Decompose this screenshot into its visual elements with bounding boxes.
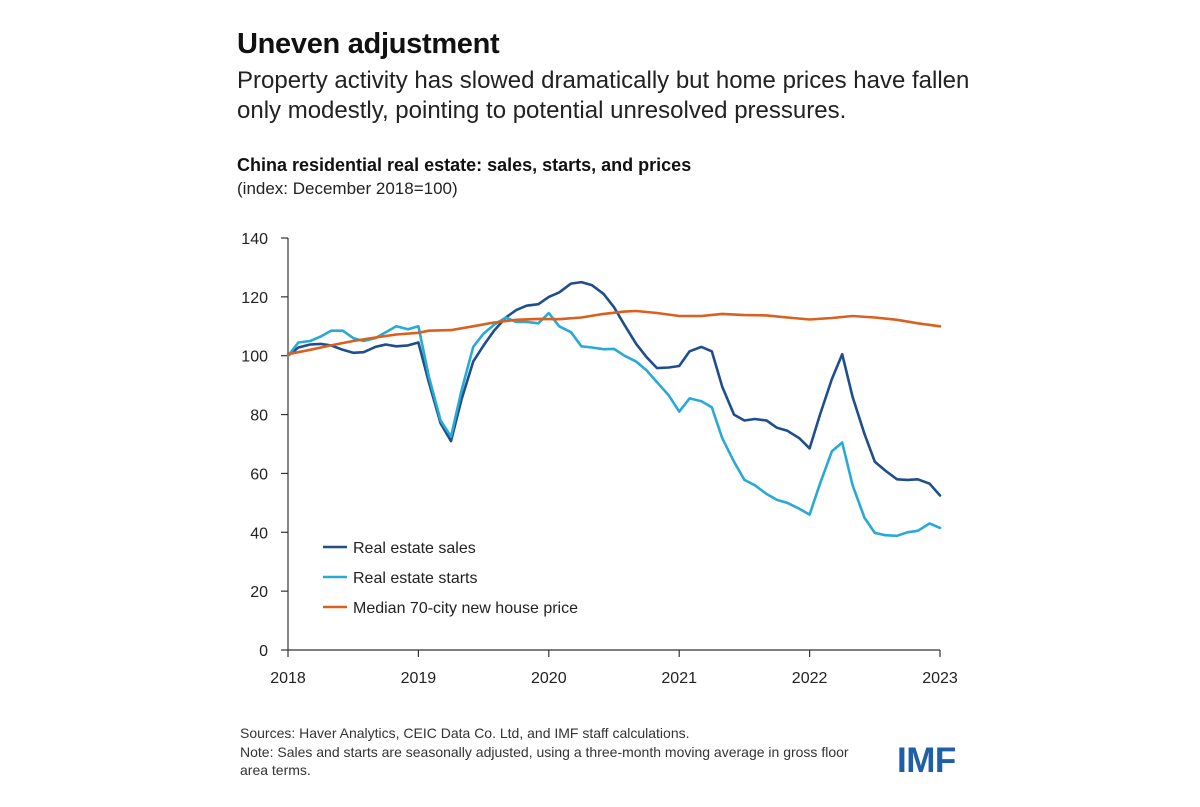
chart-subtitle: (index: December 2018=100) <box>237 179 458 198</box>
y-tick-label: 40 <box>250 525 268 542</box>
x-tick-label: 2021 <box>661 670 697 687</box>
legend-label: Real estate starts <box>353 570 478 587</box>
chart-axes: 0 20 40 60 80 100 120 140 2018 2019 2020 2021 2022 20… <box>241 231 958 687</box>
source-notes: Sources: Haver Analytics, CEIC Data Co. … <box>240 724 880 780</box>
sources-text: Sources: Haver Analytics, CEIC Data Co. … <box>240 725 690 741</box>
y-tick-label: 80 <box>250 408 268 425</box>
x-tick-label: 2023 <box>922 670 958 687</box>
y-tick-label: 0 <box>259 643 268 660</box>
series-line-real-estate-sales <box>286 280 942 497</box>
y-tick-label: 100 <box>241 349 268 366</box>
imf-logo: IMF <box>897 741 956 780</box>
series-line-real-estate-starts <box>286 311 942 538</box>
x-tick-label: 2020 <box>531 670 567 687</box>
headline: Uneven adjustment <box>237 28 500 60</box>
y-tick-label: 60 <box>250 466 268 483</box>
series-line-median-70-city-new-house-price <box>286 309 942 356</box>
x-tick-label: 2019 <box>401 670 437 687</box>
x-tick-label: 2022 <box>792 670 828 687</box>
y-tick-label: 20 <box>250 584 268 601</box>
chart-series-layer <box>286 280 942 538</box>
legend-label: Real estate sales <box>353 540 476 557</box>
chart-title: China residential real estate: sales, st… <box>237 155 692 175</box>
x-tick-label: 2018 <box>270 670 306 687</box>
note-text: Note: Sales and starts are seasonally ad… <box>240 743 849 779</box>
subheadline: Property activity has slowed dramaticall… <box>237 67 970 124</box>
y-tick-label: 120 <box>241 290 268 307</box>
chart-legend: Real estate sales Real estate starts Media… <box>323 540 578 617</box>
y-tick-label: 140 <box>241 231 268 248</box>
legend-label: Median 70-city new house price <box>353 600 578 617</box>
